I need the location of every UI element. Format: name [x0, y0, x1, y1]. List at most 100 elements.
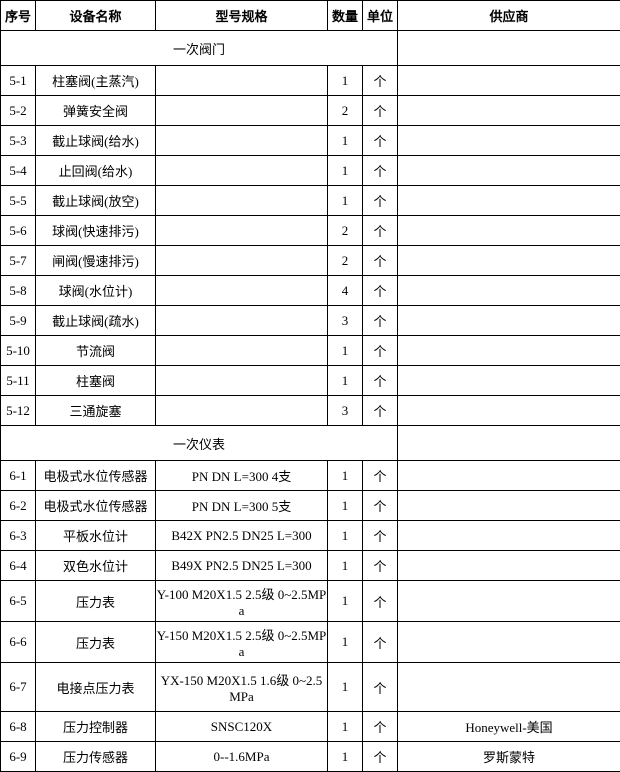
- table-row: 5-12三通旋塞3个: [1, 396, 620, 426]
- table-row: 6-7电接点压力表YX-150 M20X1.5 1.6级 0~2.5MPa1个: [1, 663, 620, 712]
- cell-sup: [398, 246, 620, 276]
- cell-name: 节流阀: [36, 336, 156, 366]
- table-row: 6-2电极式水位传感器PN DN L=300 5支1个: [1, 491, 620, 521]
- table-row: 5-4止回阀(给水)1个: [1, 156, 620, 186]
- cell-sup: 罗斯蒙特: [398, 742, 620, 772]
- cell-seq: 5-5: [1, 186, 36, 216]
- table-row: 6-5压力表Y-100 M20X1.5 2.5级 0~2.5MPa1个: [1, 581, 620, 622]
- cell-unit: 个: [363, 622, 398, 663]
- cell-unit: 个: [363, 396, 398, 426]
- cell-unit: 个: [363, 186, 398, 216]
- section-title: 一次仪表: [1, 426, 398, 461]
- table-row: 5-8球阀(水位计)4个: [1, 276, 620, 306]
- cell-seq: 6-5: [1, 581, 36, 622]
- table-row: 5-7闸阀(慢速排污)2个: [1, 246, 620, 276]
- cell-spec: SNSC120X: [156, 712, 328, 742]
- table-row: 5-9截止球阀(疏水)3个: [1, 306, 620, 336]
- cell-spec: [156, 186, 328, 216]
- cell-qty: 1: [328, 336, 363, 366]
- cell-qty: 1: [328, 663, 363, 712]
- cell-unit: 个: [363, 366, 398, 396]
- cell-unit: 个: [363, 712, 398, 742]
- cell-sup: [398, 216, 620, 246]
- cell-name: 压力控制器: [36, 712, 156, 742]
- cell-seq: 5-6: [1, 216, 36, 246]
- cell-spec: [156, 66, 328, 96]
- table-row: 5-10节流阀 1个: [1, 336, 620, 366]
- cell-seq: 5-1: [1, 66, 36, 96]
- cell-qty: 1: [328, 521, 363, 551]
- table-body: 一次阀门5-1柱塞阀(主蒸汽)1个5-2弹簧安全阀2个5-3截止球阀(给水)1个…: [1, 31, 620, 772]
- cell-seq: 5-7: [1, 246, 36, 276]
- table-row: 6-3平板水位计B42X PN2.5 DN25 L=3001个: [1, 521, 620, 551]
- cell-name: 柱塞阀: [36, 366, 156, 396]
- cell-name: 平板水位计: [36, 521, 156, 551]
- cell-spec: [156, 276, 328, 306]
- header-supplier: 供应商: [398, 1, 620, 31]
- cell-spec: 0--1.6MPa: [156, 742, 328, 772]
- cell-spec: [156, 246, 328, 276]
- header-qty: 数量: [328, 1, 363, 31]
- cell-unit: 个: [363, 581, 398, 622]
- cell-qty: 1: [328, 712, 363, 742]
- cell-spec: Y-150 M20X1.5 2.5级 0~2.5MPa: [156, 622, 328, 663]
- cell-seq: 5-2: [1, 96, 36, 126]
- cell-sup: [398, 156, 620, 186]
- cell-sup: [398, 186, 620, 216]
- cell-unit: 个: [363, 66, 398, 96]
- cell-name: 截止球阀(疏水): [36, 306, 156, 336]
- cell-sup: [398, 66, 620, 96]
- header-row: 序号 设备名称 型号规格 数量 单位 供应商: [1, 1, 620, 31]
- cell-qty: 2: [328, 216, 363, 246]
- cell-sup: [398, 336, 620, 366]
- table-row: 5-2弹簧安全阀2个: [1, 96, 620, 126]
- cell-unit: 个: [363, 276, 398, 306]
- cell-unit: 个: [363, 491, 398, 521]
- cell-qty: 3: [328, 396, 363, 426]
- cell-name: 压力表: [36, 622, 156, 663]
- table-row: 5-11柱塞阀 1个: [1, 366, 620, 396]
- cell-unit: 个: [363, 216, 398, 246]
- cell-unit: 个: [363, 96, 398, 126]
- cell-spec: [156, 96, 328, 126]
- cell-qty: 1: [328, 366, 363, 396]
- header-unit: 单位: [363, 1, 398, 31]
- cell-qty: 1: [328, 491, 363, 521]
- cell-seq: 6-8: [1, 712, 36, 742]
- cell-unit: 个: [363, 246, 398, 276]
- cell-seq: 5-10: [1, 336, 36, 366]
- table-row: 5-1柱塞阀(主蒸汽)1个: [1, 66, 620, 96]
- cell-name: 止回阀(给水): [36, 156, 156, 186]
- cell-name: 压力表: [36, 581, 156, 622]
- cell-seq: 5-12: [1, 396, 36, 426]
- table-row: 6-1电极式水位传感器PN DN L=300 4支1个: [1, 461, 620, 491]
- header-name: 设备名称: [36, 1, 156, 31]
- cell-qty: 3: [328, 306, 363, 336]
- section-supplier-blank: [398, 426, 620, 461]
- cell-sup: Honeywell-美国: [398, 712, 620, 742]
- cell-qty: 1: [328, 66, 363, 96]
- section-row: 一次仪表: [1, 426, 620, 461]
- cell-seq: 5-11: [1, 366, 36, 396]
- cell-name: 压力传感器: [36, 742, 156, 772]
- cell-spec: PN DN L=300 5支: [156, 491, 328, 521]
- cell-spec: B42X PN2.5 DN25 L=300: [156, 521, 328, 551]
- cell-spec: [156, 366, 328, 396]
- cell-sup: [398, 306, 620, 336]
- cell-unit: 个: [363, 306, 398, 336]
- cell-sup: [398, 126, 620, 156]
- cell-name: 球阀(水位计): [36, 276, 156, 306]
- cell-sup: [398, 461, 620, 491]
- cell-name: 弹簧安全阀: [36, 96, 156, 126]
- cell-seq: 6-9: [1, 742, 36, 772]
- equipment-table: 序号 设备名称 型号规格 数量 单位 供应商 一次阀门5-1柱塞阀(主蒸汽)1个…: [0, 0, 620, 772]
- cell-unit: 个: [363, 336, 398, 366]
- cell-qty: 1: [328, 622, 363, 663]
- header-spec: 型号规格: [156, 1, 328, 31]
- cell-name: 电极式水位传感器: [36, 491, 156, 521]
- cell-qty: 1: [328, 581, 363, 622]
- cell-qty: 1: [328, 186, 363, 216]
- cell-seq: 5-8: [1, 276, 36, 306]
- cell-sup: [398, 366, 620, 396]
- cell-sup: [398, 581, 620, 622]
